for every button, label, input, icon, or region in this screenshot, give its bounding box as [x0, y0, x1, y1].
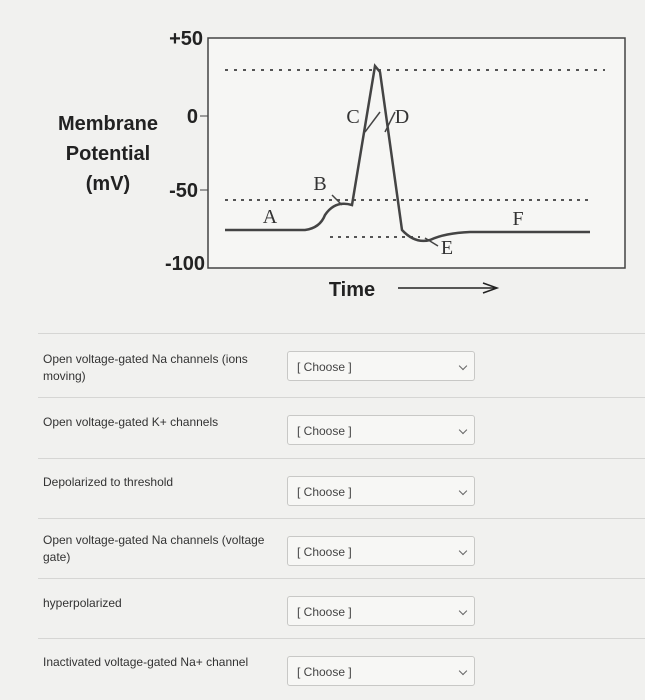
question-prompt: Open voltage-gated K+ channels [43, 415, 219, 429]
point-label: B [313, 173, 326, 195]
answer-select[interactable]: [ Choose ] [287, 415, 475, 445]
action-potential-curve [225, 63, 590, 243]
point-label: D [395, 106, 409, 128]
diagram: Membrane Potential (mV) +50 0 -50 -100 T… [58, 28, 626, 301]
question-prompt: Inactivated voltage-gated Na+ channel [43, 655, 249, 669]
answer-select[interactable]: [ Choose ] [287, 656, 475, 686]
answer-select[interactable]: [ Choose ] [287, 596, 475, 626]
pointer [424, 237, 439, 247]
time-arrow-head [482, 282, 500, 294]
point-label: C [346, 106, 359, 128]
y-axis-label: Potential [66, 143, 150, 165]
point-label: E [441, 237, 453, 259]
question-row: Open voltage-gated K+ channels [ Choose ] [38, 397, 645, 458]
question-prompt: Open voltage-gated Na channels (ions mov… [43, 352, 248, 383]
point-label: A [263, 206, 278, 228]
pointer [364, 111, 381, 133]
question-prompt: Open voltage-gated Na channels (voltage … [43, 533, 265, 564]
pointer [384, 111, 396, 133]
x-axis-label: Time [329, 279, 375, 301]
question-row: hyperpolarized [ Choose ] [38, 578, 645, 639]
answer-select[interactable]: [ Choose ] [287, 351, 475, 381]
pointer [331, 194, 343, 206]
y-tick-label: +50 [169, 28, 203, 50]
answer-select[interactable]: [ Choose ] [287, 476, 475, 506]
y-tick-label: -100 [165, 253, 205, 275]
point-label: F [512, 208, 523, 230]
y-axis-label: (mV) [86, 173, 130, 195]
question-row: Depolarized to threshold [ Choose ] [38, 458, 645, 519]
question-row: Inactivated voltage-gated Na+ channel [ C… [38, 638, 645, 699]
question-prompt: hyperpolarized [43, 596, 122, 610]
answer-select[interactable]: [ Choose ] [287, 536, 475, 566]
question-row: Open voltage-gated Na channels (ions mov… [38, 333, 645, 394]
y-tick-label: 0 [187, 106, 198, 128]
plot-box [207, 37, 626, 269]
y-axis-label: Membrane [58, 113, 158, 135]
question-prompt: Depolarized to threshold [43, 475, 174, 489]
question-row: Open voltage-gated Na channels (voltage … [38, 518, 645, 579]
y-tick-label: -50 [169, 180, 198, 202]
